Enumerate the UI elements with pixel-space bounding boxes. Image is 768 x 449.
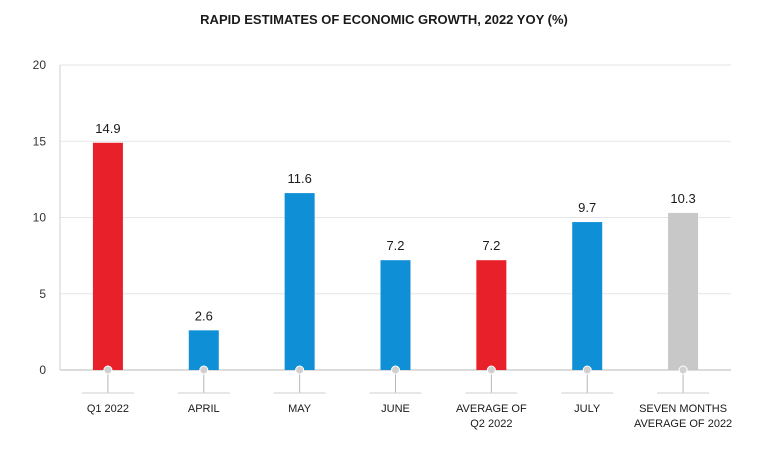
bar (92, 142, 123, 370)
baseline-marker (391, 365, 400, 375)
baseline-marker (678, 365, 688, 375)
x-axis: Q1 2022 APRIL MAY JUNE AVERAGE OF Q2 2022 JULY… (81, 365, 732, 430)
value-labels: 14.9 2.6 11.6 7.2 7.2 9.7 10.3 (95, 121, 695, 324)
data-label: 7.2 (386, 238, 404, 253)
data-label: 2.6 (195, 308, 213, 323)
x-tick-label: APRIL (188, 403, 220, 415)
baseline-marker (582, 365, 592, 375)
x-tick-label: MAY (288, 403, 312, 415)
x-tick-label: AVERAGE OF (456, 403, 527, 415)
x-tick-label: AVERAGE OF 2022 (634, 418, 732, 430)
x-tick-label: Q1 2022 (87, 403, 129, 415)
y-tick-label: 0 (39, 363, 46, 377)
y-axis: 0 5 10 15 20 (33, 58, 47, 377)
data-label: 11.6 (287, 171, 311, 186)
y-tick-label: 15 (33, 134, 47, 148)
x-tick-label: SEVEN MONTHS (639, 403, 727, 415)
baseline-marker (486, 365, 496, 375)
data-label: 10.3 (670, 191, 695, 206)
bar (380, 260, 411, 370)
bar (572, 222, 603, 370)
bar (476, 260, 507, 370)
x-tick-label: Q2 2022 (470, 418, 512, 430)
data-label: 14.9 (95, 121, 120, 136)
baseline-marker (199, 365, 209, 375)
bars (92, 142, 699, 370)
y-tick-label: 20 (33, 58, 47, 72)
baseline-marker (103, 365, 113, 375)
chart-title: RAPID ESTIMATES OF ECONOMIC GROWTH, 2022… (200, 12, 568, 27)
y-tick-label: 5 (39, 287, 46, 301)
bar (668, 212, 699, 370)
bar (188, 330, 219, 370)
gridlines (59, 64, 731, 371)
y-tick-label: 10 (33, 211, 47, 225)
baseline-marker (295, 365, 305, 375)
data-label: 9.7 (578, 200, 596, 215)
x-tick-label: JUNE (381, 403, 410, 415)
data-label: 7.2 (482, 238, 500, 253)
bar (284, 193, 315, 370)
x-tick-label: JULY (574, 403, 601, 415)
